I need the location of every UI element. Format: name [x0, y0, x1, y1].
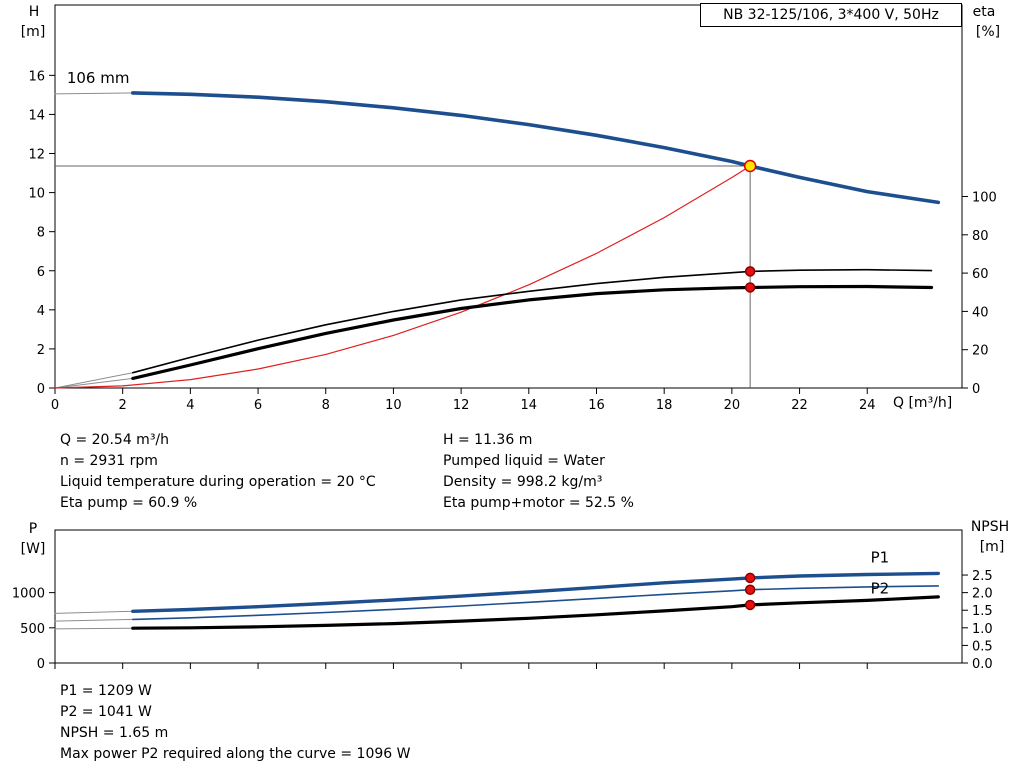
p2-lead: [54, 618, 134, 622]
power-info: P1 = 1209 W P2 = 1041 W NPSH = 1.65 m Ma…: [60, 681, 410, 765]
info-line-eta-pump-motor: Eta pump+motor = 52.5 %: [443, 495, 634, 511]
y-left-tick-label: 2: [37, 343, 45, 358]
npsh-axis-unit: [m]: [979, 539, 1005, 555]
y-right-tick-label: 20: [972, 344, 989, 359]
eta-pump-curve: [132, 268, 933, 374]
x-tick-label: 18: [656, 398, 673, 413]
x-tick-label: 22: [791, 398, 808, 413]
info-line-npsh: NPSH = 1.65 m: [60, 725, 169, 741]
y-right-tick-label: 60: [972, 267, 989, 282]
x-tick-label: 12: [453, 398, 470, 413]
y-right-tick-label: 40: [972, 305, 989, 320]
npsh-curve: [131, 595, 940, 630]
info-line-p2: P2 = 1041 W: [60, 704, 152, 720]
eta-pump-motor-curve: [131, 284, 934, 380]
info-line-p2-max: Max power P2 required along the curve = …: [60, 746, 411, 762]
info-line-h: H = 11.36 m: [443, 432, 533, 448]
y-left-tick-label: 12: [28, 148, 45, 163]
y-right-tick-label: 2.5: [972, 569, 993, 584]
power-npsh-chart-frame: [54, 529, 963, 664]
info-line-density: Density = 998.2 kg/m³: [443, 474, 603, 490]
info-line-q: Q = 20.54 m³/h: [60, 432, 170, 448]
eta-pump-motor-point: [744, 282, 756, 293]
x-tick-label: 14: [521, 398, 538, 413]
p2-label: P2: [871, 579, 890, 597]
p-axis-unit: [W]: [20, 541, 46, 557]
y-right-tick-label: 0: [972, 382, 980, 397]
eta-pump-motor-lead: [54, 377, 134, 389]
y-right-tick-label: 2.0: [972, 587, 993, 602]
x-tick-label: 4: [186, 398, 194, 413]
npsh-point: [744, 599, 756, 611]
y-left-tick-label: 16: [28, 69, 45, 84]
y-right-tick-label: 0.5: [972, 639, 993, 654]
info-line-eta-pump: Eta pump = 60.9 %: [60, 495, 198, 511]
head-curve-lead: [54, 92, 134, 95]
x-tick-label: 8: [322, 398, 330, 413]
p-axis-title: P: [28, 521, 38, 537]
y-left-tick-label: 1000: [12, 587, 45, 602]
y-left-tick-label: 8: [37, 226, 45, 241]
x-tick-label: 20: [724, 398, 741, 413]
p1-point: [744, 572, 756, 584]
info-line-liquid-temp: Liquid temperature during operation = 20…: [60, 474, 376, 490]
qh-chart: 0 2 4 6 8 10 12 14 16 18 20 22 240246810121416020406…: [28, 4, 997, 413]
duty-info-left: Q = 20.54 m³/h n = 2931 rpm Liquid tempe…: [60, 430, 376, 514]
p2-curve: [132, 585, 940, 621]
npsh-axis-title: NPSH: [970, 519, 1010, 535]
x-tick-label: 2: [119, 398, 127, 413]
eta-axis-title: eta: [972, 4, 996, 20]
y-right-tick-label: 1.5: [972, 604, 993, 619]
p1-label: P1: [871, 548, 890, 566]
y-left-tick-label: 500: [20, 622, 45, 637]
p1-curve: [131, 571, 940, 613]
impeller-label: 106 mm: [67, 69, 130, 87]
p2-point: [744, 584, 756, 595]
info-line-pumped-liquid: Pumped liquid = Water: [443, 453, 605, 469]
info-line-n: n = 2931 rpm: [60, 453, 158, 469]
duty-point: [743, 159, 757, 173]
power-npsh-chart: 0 500 1000 0.0 0.5 1.0 1.5 2.0 2.5 P1 P2: [12, 529, 993, 672]
y-left-tick-label: 4: [37, 304, 45, 319]
x-tick-label: 0: [51, 398, 59, 413]
info-line-p1: P1 = 1209 W: [60, 683, 152, 699]
p1-lead: [54, 610, 134, 614]
y-left-tick-label: 6: [37, 265, 45, 280]
eta-axis-unit: [%]: [975, 24, 1001, 40]
h-axis-title: H: [28, 4, 40, 20]
y-right-tick-label: 0.0: [972, 657, 993, 672]
x-tick-label: 24: [859, 398, 876, 413]
y-left-tick-label: 0: [37, 382, 45, 397]
y-right-tick-label: 1.0: [972, 622, 993, 637]
npsh-lead: [54, 627, 134, 630]
eta-pump-lead: [54, 372, 134, 389]
chart-title-box: NB 32-125/106, 3*400 V, 50Hz: [700, 3, 962, 27]
qh-chart-frame: [54, 4, 963, 389]
eta-pump-point: [744, 266, 756, 277]
y-right-tick-label: 80: [972, 229, 989, 244]
x-tick-label: 6: [254, 398, 262, 413]
system-curve: [54, 165, 751, 389]
head-curve: [131, 91, 941, 205]
q-axis-title: Q [m³/h]: [893, 395, 953, 411]
x-tick-label: 16: [588, 398, 605, 413]
y-right-tick-label: 100: [972, 191, 997, 206]
y-left-tick-label: 10: [28, 187, 45, 202]
y-left-tick-label: 14: [28, 108, 45, 123]
h-axis-unit: [m]: [20, 24, 46, 40]
duty-info-right: H = 11.36 m Pumped liquid = Water Densit…: [443, 430, 634, 514]
x-tick-label: 10: [385, 398, 402, 413]
y-left-tick-label: 0: [37, 657, 45, 672]
